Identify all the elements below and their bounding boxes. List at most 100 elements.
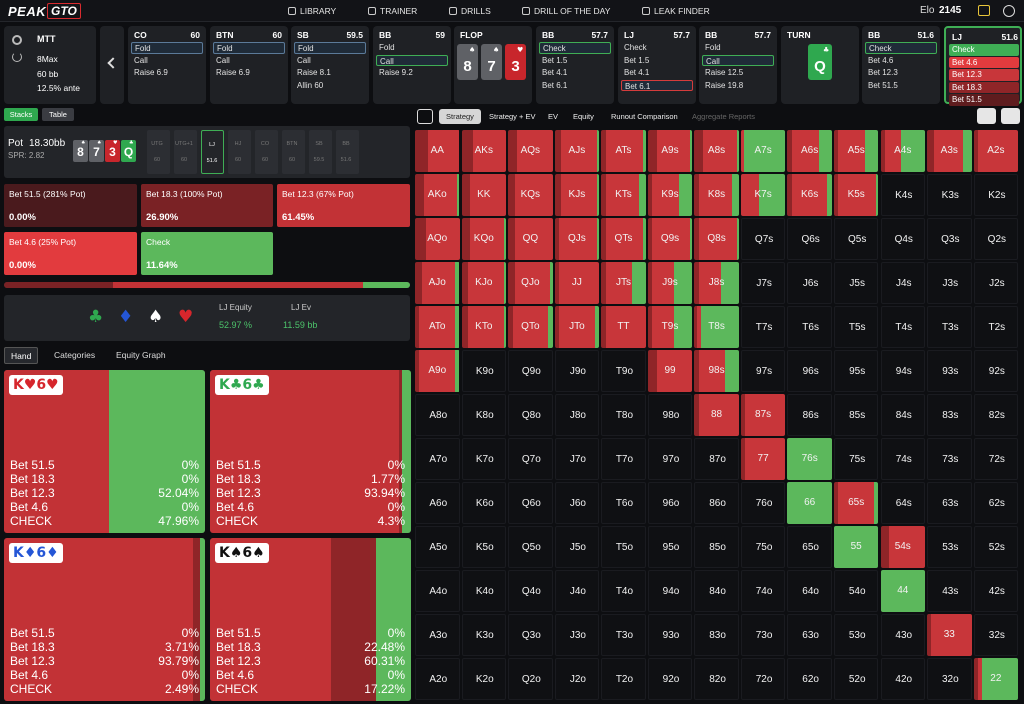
seat[interactable]: BTN 60	[282, 130, 305, 174]
hand-cell[interactable]: 94s	[880, 350, 925, 392]
hand-cell[interactable]: 42o	[880, 658, 925, 700]
hand-cell[interactable]: A5o	[415, 526, 460, 568]
hand-cell[interactable]: K4s	[880, 174, 925, 216]
hand-cell[interactable]: JTo	[554, 306, 600, 348]
hand-cell[interactable]: Q5s	[833, 218, 879, 260]
view-tab[interactable]: Stacks	[4, 108, 38, 121]
hand-cell[interactable]: K2o	[461, 658, 507, 700]
hand-cell[interactable]: 52o	[833, 658, 879, 700]
action-option[interactable]: Bet 4.6	[949, 56, 1019, 69]
hand-cell[interactable]: K6o	[461, 482, 507, 524]
hand-cell[interactable]: K9s	[647, 174, 693, 216]
action-option[interactable]: Raise 9.2	[379, 68, 413, 78]
hand-cell[interactable]: AKs	[461, 130, 507, 172]
strategy-box[interactable]: Bet 18.3 (100% Pot) 26.90%	[141, 184, 273, 227]
action-card[interactable]: BB 51.6 Check Bet 4.6 Bet 12.3 Bet 51.5	[862, 26, 940, 104]
seat[interactable]: SB 59.5	[309, 130, 332, 174]
hand-cell[interactable]: AA	[415, 130, 460, 172]
hand-cell[interactable]: A9o	[415, 350, 460, 392]
hand-cell[interactable]: 98s	[694, 350, 739, 392]
hand-cell[interactable]: T9o	[601, 350, 646, 392]
hand-cell[interactable]: A7s	[740, 130, 786, 172]
action-option[interactable]: Raise 8.1	[297, 68, 331, 78]
action-option[interactable]: Call	[702, 54, 774, 67]
hand-cell[interactable]: AQo	[415, 218, 460, 260]
hand-cell[interactable]: 84s	[880, 394, 925, 436]
hand-tab[interactable]: Equity Graph	[116, 350, 166, 360]
hand-cell[interactable]: K7o	[461, 438, 507, 480]
hand-cell[interactable]: QTo	[508, 306, 553, 348]
action-option[interactable]: Bet 6.1	[621, 79, 693, 92]
hand-cell[interactable]: T8o	[601, 394, 646, 436]
hand-cell[interactable]: AKo	[415, 174, 460, 216]
hand-cell[interactable]: J8o	[554, 394, 600, 436]
hand-cell[interactable]: 93o	[647, 614, 693, 656]
action-option[interactable]: Bet 51.5	[949, 94, 1019, 106]
action-option[interactable]: Bet 4.6	[868, 55, 894, 65]
strategy-box[interactable]: Check 11.64%	[141, 232, 273, 275]
hand-cell[interactable]: KJo	[461, 262, 507, 304]
hand-cell[interactable]: T6s	[787, 306, 832, 348]
hand-cell[interactable]: 82s	[973, 394, 1019, 436]
action-option[interactable]: Bet 6.1	[542, 80, 568, 90]
action-card[interactable]: SB 59.5 Fold Call Raise 8.1 Allin 60	[291, 26, 369, 104]
hand-cell[interactable]: T5o	[601, 526, 646, 568]
hand-cell[interactable]: T5s	[833, 306, 879, 348]
hand-cell[interactable]: 44	[880, 570, 925, 612]
back-button[interactable]	[100, 26, 124, 104]
hand-cell[interactable]: 73s	[927, 438, 972, 480]
hand-cell[interactable]: AJo	[415, 262, 460, 304]
hand-cell[interactable]: 88	[694, 394, 739, 436]
action-option[interactable]: Bet 51.5	[868, 80, 898, 90]
hand-cell[interactable]: 92s	[973, 350, 1019, 392]
action-option[interactable]: Allin 60	[297, 80, 324, 90]
hand-cell[interactable]: T7o	[601, 438, 646, 480]
action-option[interactable]: Check	[865, 42, 937, 54]
action-card[interactable]: BB 57.7 Check Bet 1.5 Bet 4.1 Bet 6.1	[536, 26, 614, 104]
hand-cell[interactable]: A4o	[415, 570, 460, 612]
action-option[interactable]: Fold	[213, 42, 285, 54]
hand-cell[interactable]: 97o	[647, 438, 693, 480]
seat[interactable]: HJ 60	[228, 130, 251, 174]
hand-cell[interactable]: Q6o	[508, 482, 553, 524]
hand-cell[interactable]: J7o	[554, 438, 600, 480]
hand-cell[interactable]: A7o	[415, 438, 460, 480]
layout-toggle[interactable]	[417, 109, 433, 124]
seat[interactable]: BB 51.6	[336, 130, 359, 174]
hand-cell[interactable]: K2s	[973, 174, 1019, 216]
hand-cell[interactable]: T3o	[601, 614, 646, 656]
hand-cell[interactable]: 43s	[927, 570, 972, 612]
hand-cell[interactable]: T3s	[927, 306, 972, 348]
hand-cell[interactable]: KQs	[508, 174, 553, 216]
hand-cell[interactable]: T4s	[880, 306, 925, 348]
suit-filter[interactable]: ♦	[118, 307, 134, 327]
hand-cell[interactable]: 74o	[740, 570, 786, 612]
hand-cell[interactable]: 86o	[694, 482, 739, 524]
action-option[interactable]: Call	[134, 55, 148, 65]
hand-cell[interactable]: 32s	[973, 614, 1019, 656]
hand-cell[interactable]: J6o	[554, 482, 600, 524]
hand-cell[interactable]: J7s	[740, 262, 786, 304]
hand-cell[interactable]: J5o	[554, 526, 600, 568]
action-option[interactable]: Call	[297, 55, 311, 65]
hand-cell[interactable]: 75o	[740, 526, 786, 568]
action-option[interactable]: Check	[949, 44, 1019, 56]
nav-item[interactable]: TRAINER	[380, 6, 418, 16]
hand-cell[interactable]: 86s	[787, 394, 832, 436]
hand-tab[interactable]: Categories	[54, 350, 96, 360]
hand-cell[interactable]: 83s	[927, 394, 972, 436]
hand-cell[interactable]: 63s	[927, 482, 972, 524]
hand-cell[interactable]: 64o	[787, 570, 832, 612]
hand-cell[interactable]: 33	[927, 614, 972, 656]
action-card[interactable]: BB 57.7 Fold Call Raise 12.5 Raise 19.8	[699, 26, 777, 104]
action-option[interactable]: Raise 6.9	[216, 68, 250, 78]
strategy-box[interactable]: Bet 4.6 (25% Pot) 0.00%	[4, 232, 137, 275]
hand-cell[interactable]: J2s	[973, 262, 1019, 304]
hand-cell[interactable]: KQo	[461, 218, 507, 260]
hand-cell[interactable]: 77	[740, 438, 786, 480]
hand-cell[interactable]: J6s	[787, 262, 832, 304]
hand-cell[interactable]: 76s	[787, 438, 832, 480]
hand-cell[interactable]: Q9o	[508, 350, 553, 392]
strategy-box[interactable]: Bet 51.5 (281% Pot) 0.00%	[4, 184, 137, 227]
seat[interactable]: UTG 60	[147, 130, 170, 174]
